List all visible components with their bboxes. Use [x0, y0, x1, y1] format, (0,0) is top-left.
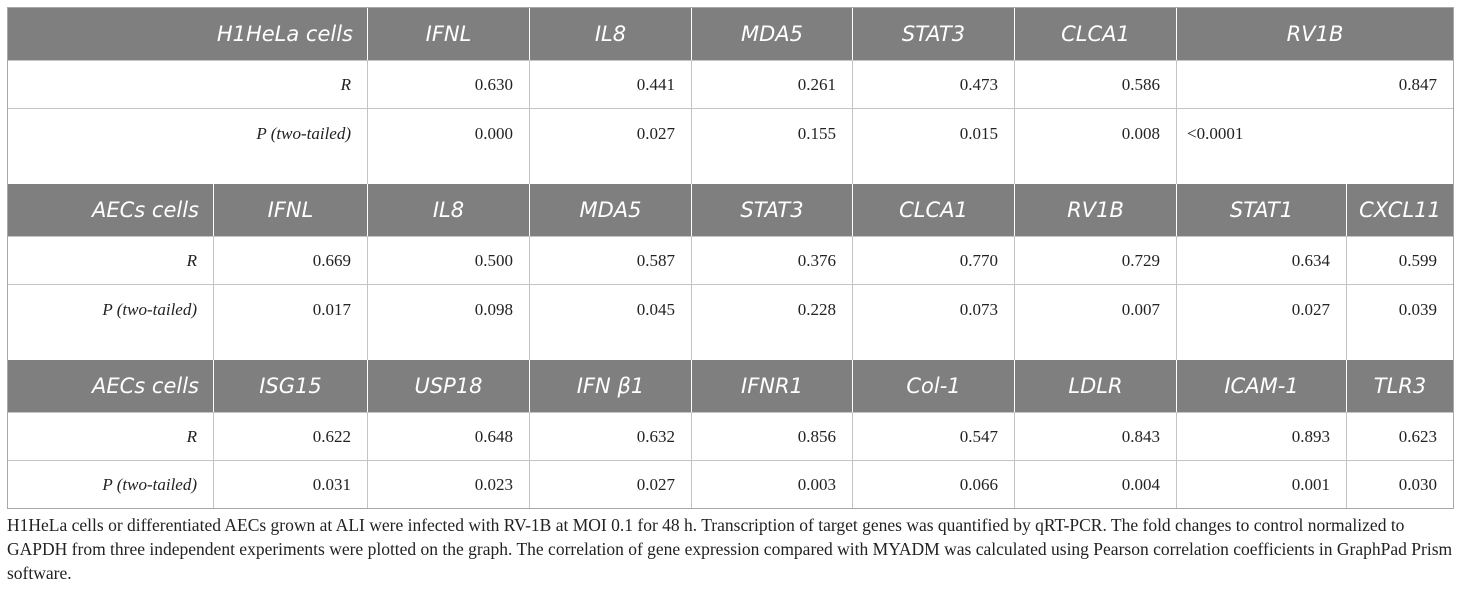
table-cell: 0.599 [1398, 250, 1437, 270]
header-cell-gene: CLCA1 [1015, 8, 1177, 60]
table-row: R 0.669 0.500 0.587 0.376 0.770 0.729 0.… [8, 236, 1453, 284]
section-header-h1hela: H1HeLa cells IFNL IL8 MDA5 STAT3 CLCA1 R… [8, 8, 1453, 60]
table-cell: 0.017 [214, 285, 368, 360]
table-cell: 0.027 [530, 109, 692, 184]
section-header-aecs: AECs cells IFNL IL8 MDA5 STAT3 CLCA1 RV1… [8, 184, 1453, 236]
header-cell-gene: IL8 [368, 184, 530, 236]
row-label: R [8, 413, 214, 460]
header-cell-gene: MDA5 [692, 8, 853, 60]
table-cell: 0.729 [1015, 237, 1177, 284]
header-cell-gene: ISG15 [214, 360, 368, 412]
table-cell: 0.632 [530, 413, 692, 460]
header-cell-gene: USP18 [368, 360, 530, 412]
table-cell: 0.228 [692, 285, 853, 360]
header-cell-gene: TLR3 [1373, 374, 1427, 398]
header-cell-gene: CXCL11 [1359, 198, 1441, 222]
table-cell: 0.648 [368, 413, 530, 460]
table-row: P (two-tailed) 0.017 0.098 0.045 0.228 0… [8, 284, 1453, 360]
table-cell: <0.0001 [1187, 124, 1244, 143]
table-cell: 0.023 [368, 461, 530, 508]
table-row: R 0.622 0.648 0.632 0.856 0.547 0.843 0.… [8, 412, 1453, 460]
table-cell: 0.770 [853, 237, 1015, 284]
header-cell-label: AECs cells [8, 184, 214, 236]
header-cell-gene: LDLR [1015, 360, 1177, 412]
table-cell: 0.155 [692, 109, 853, 184]
table-row: P (two-tailed) 0.000 0.027 0.155 0.015 0… [8, 108, 1453, 184]
row-label: P (two-tailed) [8, 461, 214, 508]
table-cell: 0.030 [1398, 474, 1437, 494]
header-cell-gene: IFNL [368, 8, 530, 60]
table-cell: 0.001 [1177, 461, 1347, 508]
table-cell: 0.441 [530, 61, 692, 108]
table-cell: 0.473 [853, 61, 1015, 108]
table-caption: H1HeLa cells or differentiated AECs grow… [7, 515, 1453, 583]
header-cell-label: H1HeLa cells [8, 8, 368, 60]
table-cell: 0.031 [214, 461, 368, 508]
header-cell-gene: CLCA1 [853, 184, 1015, 236]
row-label: P (two-tailed) [8, 285, 214, 360]
table-cell: 0.027 [530, 461, 692, 508]
table-cell: 0.669 [214, 237, 368, 284]
table-cell: 0.045 [530, 285, 692, 360]
table-cell: 0.261 [692, 61, 853, 108]
table-cell: 0.622 [214, 413, 368, 460]
header-cell-gene: Col-1 [853, 360, 1015, 412]
row-label: R [8, 237, 214, 284]
section-header-aecs-2: AECs cells ISG15 USP18 IFN β1 IFNR1 Col-… [8, 360, 1453, 412]
table-cell: 0.847 [1398, 74, 1437, 94]
table-cell: 0.856 [692, 413, 853, 460]
table-cell: 0.587 [530, 237, 692, 284]
row-label: P (two-tailed) [8, 109, 368, 184]
header-cell-gene: ICAM-1 [1177, 360, 1347, 412]
table-cell: 0.893 [1177, 413, 1347, 460]
table-cell: 0.547 [853, 413, 1015, 460]
table-cell: 0.098 [368, 285, 530, 360]
header-cell-gene: STAT3 [853, 8, 1015, 60]
table-cell: 0.066 [853, 461, 1015, 508]
correlation-table: H1HeLa cells IFNL IL8 MDA5 STAT3 CLCA1 R… [7, 7, 1454, 509]
header-cell-gene: STAT1 [1177, 184, 1347, 236]
table-cell: 0.004 [1015, 461, 1177, 508]
table-cell: 0.003 [692, 461, 853, 508]
header-cell-gene: STAT3 [692, 184, 853, 236]
table-cell: 0.039 [1398, 300, 1437, 319]
table-cell: 0.634 [1177, 237, 1347, 284]
table-cell: 0.008 [1015, 109, 1177, 184]
header-cell-gene: IFNL [214, 184, 368, 236]
header-cell-gene: IL8 [530, 8, 692, 60]
row-label: R [8, 61, 368, 108]
table-cell: 0.007 [1015, 285, 1177, 360]
table-cell: 0.376 [692, 237, 853, 284]
header-cell-gene: IFN β1 [530, 360, 692, 412]
table-cell: 0.015 [853, 109, 1015, 184]
header-cell-gene: RV1B [1015, 184, 1177, 236]
table-cell: 0.843 [1015, 413, 1177, 460]
header-cell-gene: IFNR1 [692, 360, 853, 412]
table-cell: 0.500 [368, 237, 530, 284]
table-cell: 0.027 [1177, 285, 1347, 360]
table-cell: 0.000 [368, 109, 530, 184]
table-cell: 0.623 [1398, 426, 1437, 446]
header-cell-label: AECs cells [8, 360, 214, 412]
header-cell-gene: RV1B [1286, 22, 1344, 46]
table-row: P (two-tailed) 0.031 0.023 0.027 0.003 0… [8, 460, 1453, 508]
table-row: R 0.630 0.441 0.261 0.473 0.586 0.847 [8, 60, 1453, 108]
header-cell-gene: MDA5 [530, 184, 692, 236]
table-cell: 0.073 [853, 285, 1015, 360]
table-cell: 0.630 [368, 61, 530, 108]
table-cell: 0.586 [1015, 61, 1177, 108]
